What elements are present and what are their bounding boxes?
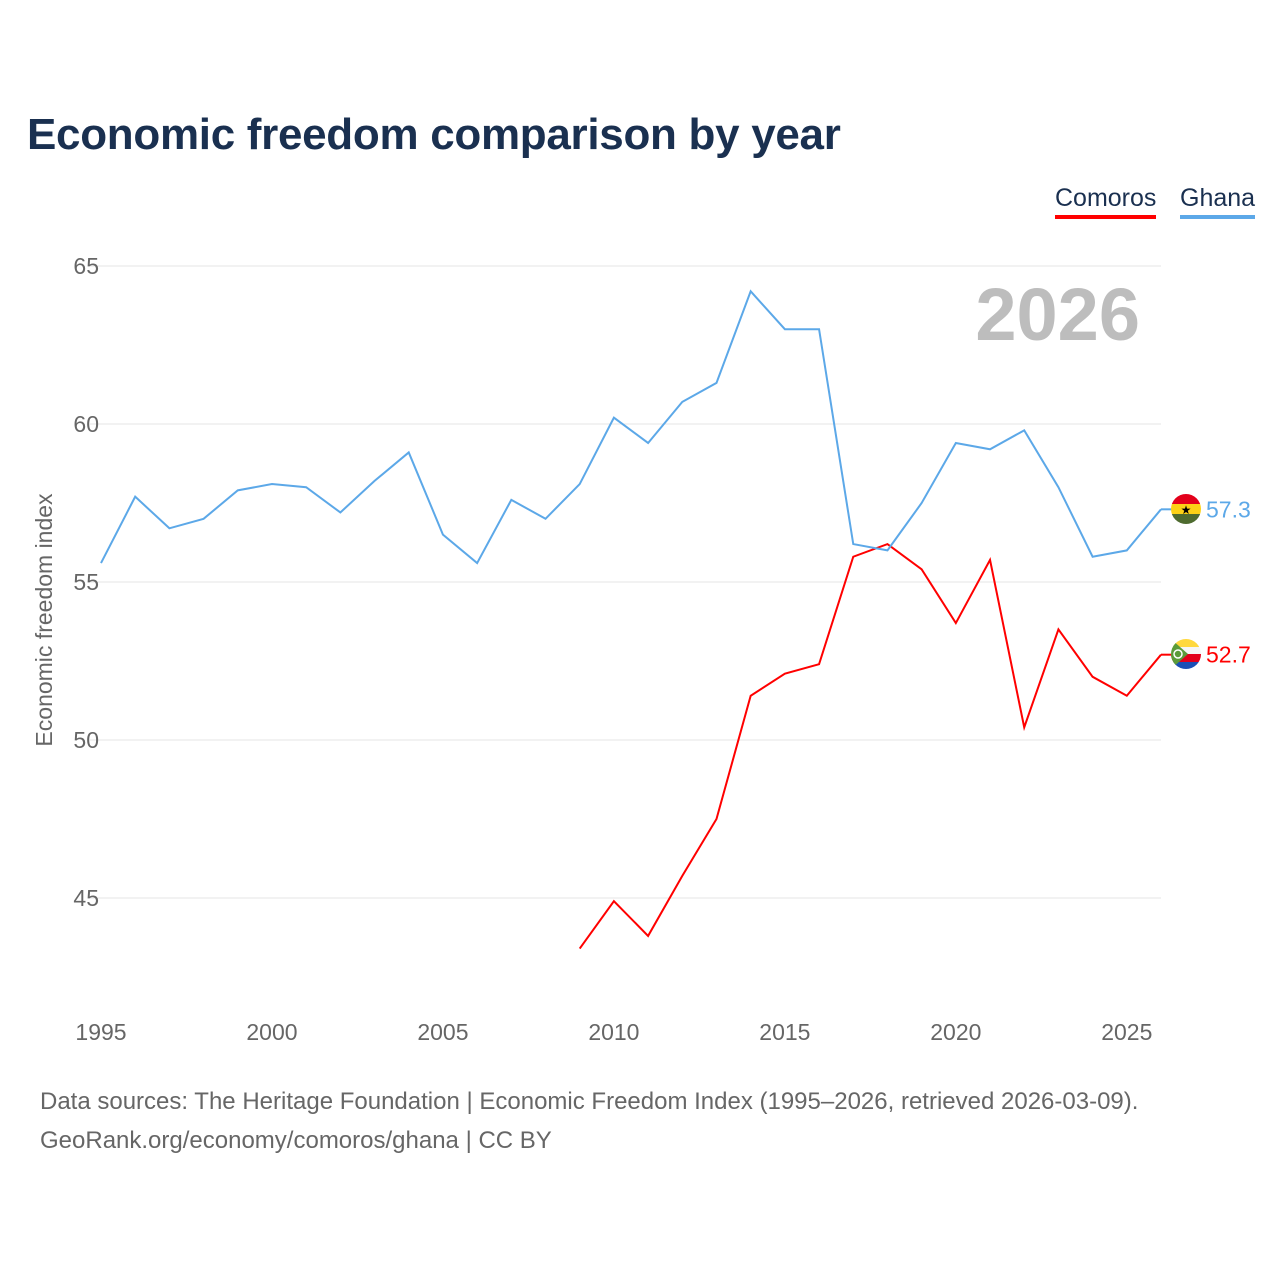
svg-text:★: ★ [1181,503,1192,517]
y-axis-label: Economic freedom index [31,493,57,747]
series-line-comoros [578,542,1162,950]
comoros-flag-icon [1171,639,1201,669]
legend-comoros[interactable]: Comoros [1055,184,1157,219]
x-tick-label: 2000 [246,1019,297,1045]
legend-ghana[interactable]: Ghana [1180,184,1256,219]
footer-sources: Data sources: The Heritage Foundation | … [40,1088,1139,1115]
x-tick-label: 2005 [417,1019,468,1045]
ghana-flag-icon: ★ [1171,494,1201,524]
x-tick-label: 2010 [588,1019,639,1045]
x-tick-label: 1995 [75,1019,126,1045]
y-tick-label: 55 [73,569,99,595]
y-tick-label: 45 [73,885,99,911]
x-tick-label: 2020 [930,1019,981,1045]
chart-title: Economic freedom comparison by year [27,110,841,159]
y-tick-label: 60 [73,411,99,437]
end-label-ghana: 57.3 [1206,496,1251,522]
x-tick-label: 2015 [759,1019,810,1045]
x-tick-label: 2025 [1101,1019,1152,1045]
end-label-comoros: 52.7 [1206,642,1251,668]
series-line-ghana [100,289,1162,565]
footer-link[interactable]: GeoRank.org/economy/comoros/ghana | CC B… [40,1127,552,1154]
y-tick-label: 50 [73,727,99,753]
y-tick-label: 65 [73,253,99,279]
year-watermark: 2026 [975,273,1140,356]
